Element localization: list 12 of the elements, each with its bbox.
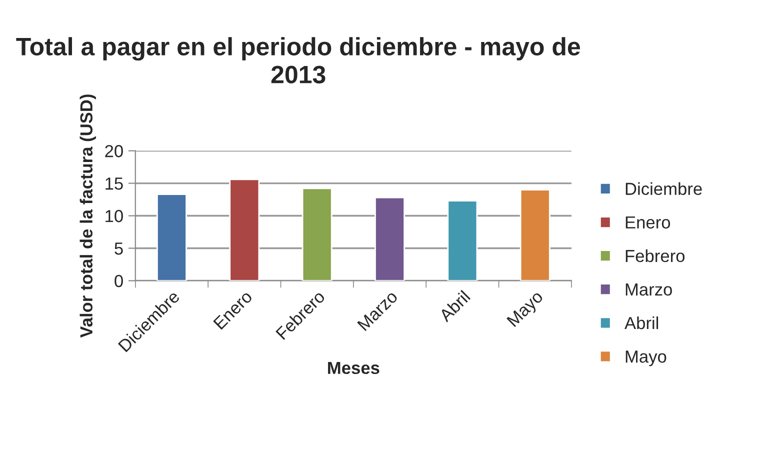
legend-label: Diciembre [626, 182, 702, 196]
y-tick-label: 5 [114, 242, 123, 255]
legend-label: Enero [626, 216, 670, 229]
y-tick-label: 20 [105, 144, 123, 158]
x-axis-title: Meses [328, 362, 380, 374]
y-tick-label: 10 [106, 210, 123, 222]
y-tick-label: 0 [114, 274, 123, 288]
legend-label: Mayo [626, 350, 666, 366]
legend-label: Febrero [626, 249, 685, 262]
y-tick-label: 15 [106, 178, 123, 190]
chart-title: Total a pagar en el periodo diciembre - mayo de 2013 [16, 37, 580, 84]
y-axis-title: Valor total de la factura (USD) [80, 94, 96, 338]
